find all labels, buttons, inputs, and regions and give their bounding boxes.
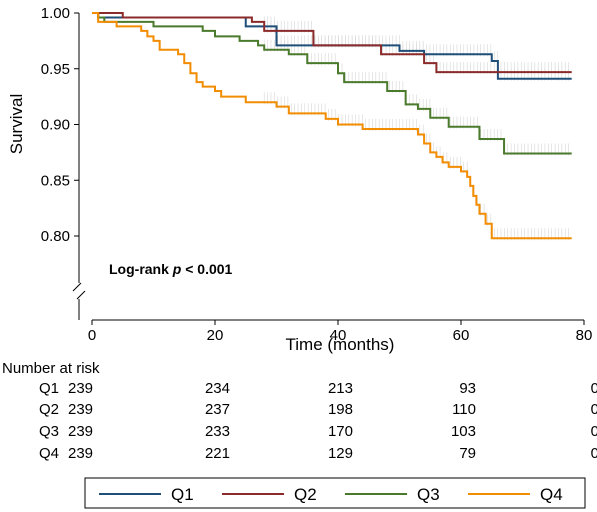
y-tick-label-1: 0.85	[41, 172, 70, 189]
risk-cell-q4-40: 129	[328, 445, 353, 462]
risk-cell-q3-60: 103	[451, 423, 476, 440]
x-tick-label-0: 0	[88, 327, 96, 344]
y-tick-label-4: 1.00	[41, 5, 70, 22]
y-tick-label-3: 0.95	[41, 61, 70, 78]
legend-label-q4: Q4	[540, 485, 563, 504]
y-axis: 0.80 0.85 0.90 0.95 1.00	[41, 5, 86, 320]
risk-cell-q4-0: 239	[68, 445, 93, 462]
risk-row-label-q1: Q1	[39, 380, 59, 397]
risk-cell-q3-0: 239	[68, 423, 93, 440]
risk-cell-q1-0: 239	[68, 380, 93, 397]
risk-cell-q4-60: 79	[459, 445, 476, 462]
risk-table: Q1 239 234 213 93 0 Q2 239 237 198 110 0 Q3 239 233 170…	[39, 380, 597, 462]
x-tick-label-4: 80	[576, 327, 593, 344]
curve-q4	[92, 12, 572, 240]
legend-label-q2: Q2	[294, 485, 317, 504]
curve-q2	[92, 12, 572, 74]
legend: Q1 Q2 Q3 Q4	[84, 477, 586, 509]
censor-ticks-q2	[263, 20, 569, 75]
x-tick-label-1: 20	[207, 327, 224, 344]
x-tick-label-3: 60	[453, 327, 470, 344]
censor-ticks-q3	[263, 39, 569, 156]
legend-label-q3: Q3	[417, 485, 440, 504]
risk-row-label-q4: Q4	[39, 445, 59, 462]
risk-cell-q3-20: 233	[205, 423, 230, 440]
risk-table-title: Number at risk	[2, 360, 100, 377]
log-rank-annotation: Log-rank p < 0.001	[109, 261, 233, 277]
x-axis: 0 20 40 60 80	[88, 319, 593, 344]
x-tick-label-2: 40	[330, 327, 347, 344]
risk-cell-q4-80: 0	[591, 445, 597, 462]
risk-cell-q1-40: 213	[328, 380, 353, 397]
y-tick-label-0: 0.80	[41, 228, 70, 245]
risk-cell-q2-80: 0	[591, 401, 597, 418]
risk-cell-q2-0: 239	[68, 401, 93, 418]
y-tick-label-2: 0.90	[41, 117, 70, 134]
risk-row-label-q3: Q3	[39, 423, 59, 440]
risk-cell-q4-20: 221	[205, 445, 230, 462]
risk-cell-q2-60: 110	[452, 401, 476, 418]
x-axis-label: Time (months)	[286, 335, 395, 354]
survival-curves	[92, 12, 572, 241]
legend-label-q1: Q1	[171, 485, 194, 504]
y-axis-label: Survival	[7, 94, 26, 154]
risk-cell-q1-20: 234	[205, 380, 230, 397]
curve-q3	[92, 12, 572, 155]
risk-cell-q2-20: 237	[205, 401, 230, 418]
y-axis-break-mark	[72, 282, 86, 300]
censor-ticks-q4	[263, 92, 569, 241]
risk-cell-q1-60: 93	[459, 380, 476, 397]
risk-cell-q3-80: 0	[591, 423, 597, 440]
risk-cell-q2-40: 198	[328, 401, 353, 418]
risk-row-label-q2: Q2	[39, 401, 59, 418]
risk-cell-q3-40: 170	[328, 423, 353, 440]
risk-cell-q1-80: 0	[591, 380, 597, 397]
